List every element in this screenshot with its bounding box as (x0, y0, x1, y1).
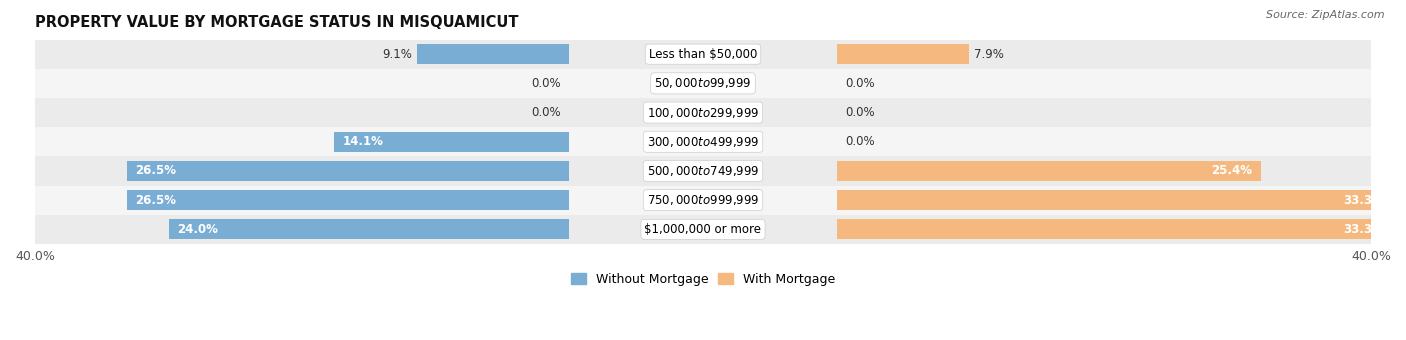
Text: $750,000 to $999,999: $750,000 to $999,999 (647, 193, 759, 207)
Text: 0.0%: 0.0% (845, 77, 875, 90)
Text: 14.1%: 14.1% (342, 135, 382, 148)
Bar (837, 161, 1261, 181)
Text: Less than $50,000: Less than $50,000 (648, 48, 758, 61)
Text: 0.0%: 0.0% (845, 135, 875, 148)
Text: 9.1%: 9.1% (382, 48, 412, 61)
Bar (127, 190, 569, 210)
Bar (169, 219, 569, 239)
Bar (35, 215, 1371, 244)
Text: PROPERTY VALUE BY MORTGAGE STATUS IN MISQUAMICUT: PROPERTY VALUE BY MORTGAGE STATUS IN MIS… (35, 15, 519, 30)
Bar (35, 156, 1371, 186)
Text: 7.9%: 7.9% (973, 48, 1004, 61)
Text: 0.0%: 0.0% (531, 106, 561, 119)
Text: Source: ZipAtlas.com: Source: ZipAtlas.com (1267, 10, 1385, 20)
Text: 26.5%: 26.5% (135, 165, 176, 177)
Legend: Without Mortgage, With Mortgage: Without Mortgage, With Mortgage (565, 268, 841, 291)
Text: 33.3%: 33.3% (1344, 223, 1385, 236)
Text: $500,000 to $749,999: $500,000 to $749,999 (647, 164, 759, 178)
Bar (837, 219, 1393, 239)
Text: 26.5%: 26.5% (135, 194, 176, 207)
Text: $100,000 to $299,999: $100,000 to $299,999 (647, 105, 759, 120)
Text: 0.0%: 0.0% (845, 106, 875, 119)
Text: 0.0%: 0.0% (531, 77, 561, 90)
Bar (35, 39, 1371, 69)
Bar (837, 44, 969, 64)
Bar (35, 186, 1371, 215)
Text: 24.0%: 24.0% (177, 223, 218, 236)
Bar (35, 127, 1371, 156)
Text: 33.3%: 33.3% (1344, 194, 1385, 207)
Bar (35, 98, 1371, 127)
Bar (837, 190, 1393, 210)
Text: $1,000,000 or more: $1,000,000 or more (644, 223, 762, 236)
Bar (333, 132, 569, 152)
Text: $300,000 to $499,999: $300,000 to $499,999 (647, 135, 759, 149)
Text: 25.4%: 25.4% (1212, 165, 1253, 177)
Bar (418, 44, 569, 64)
Bar (35, 69, 1371, 98)
Text: $50,000 to $99,999: $50,000 to $99,999 (654, 76, 752, 90)
Bar (127, 161, 569, 181)
